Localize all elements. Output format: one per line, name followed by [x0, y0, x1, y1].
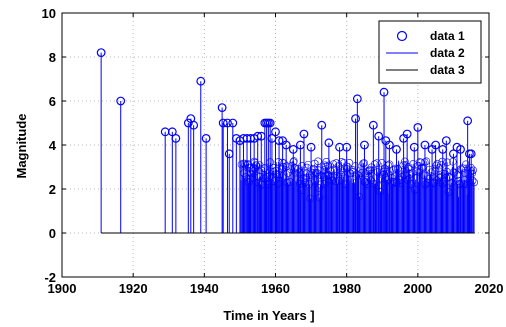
- y-tick-label: 0: [49, 226, 56, 241]
- stem-marker: [183, 118, 193, 128]
- dense-stem-marker: [443, 158, 452, 167]
- stem-marker: [288, 144, 298, 154]
- stem-marker: [299, 129, 309, 139]
- stem-marker: [420, 140, 430, 150]
- stem-marker: [171, 133, 181, 143]
- dense-stem-marker: [302, 173, 310, 182]
- dense-stem-marker: [425, 165, 433, 174]
- dense-stem-marker: [309, 168, 317, 177]
- stem-marker: [351, 114, 360, 123]
- stem-marker: [201, 133, 211, 143]
- dense-stem-marker: [427, 168, 436, 177]
- axis-ticks: 1900 1920 1940 1960 1980 2000 2020 -2 0 2 4 6 8 10: [42, 6, 504, 296]
- stem-marker: [271, 127, 280, 137]
- dense-stem-marker: [380, 164, 389, 173]
- stem-marker: [466, 149, 476, 159]
- stem-marker: [368, 120, 378, 130]
- dense-stem-marker: [274, 158, 283, 166]
- dense-stem-marker: [407, 180, 416, 188]
- y-tick-label: -2: [44, 270, 56, 285]
- stem-marker: [413, 122, 423, 132]
- dense-stem-marker: [432, 161, 441, 170]
- dense-stem-marker: [280, 159, 288, 167]
- stem-marker: [281, 140, 291, 150]
- dense-stem-marker: [418, 163, 426, 172]
- dense-stem-marker: [408, 168, 417, 177]
- y-axis-title: Magnitude: [14, 114, 29, 179]
- legend-marker-circle-icon: [396, 30, 408, 42]
- x-tick-label: 1940: [190, 281, 219, 296]
- stem-marker: [167, 127, 177, 137]
- stem-marker: [189, 120, 199, 130]
- stem-marker: [374, 131, 384, 141]
- x-tick-label: 1900: [48, 281, 77, 296]
- stem-marker: [217, 103, 227, 112]
- legend-label-data-3: data 3: [430, 63, 465, 77]
- stem-marker: [223, 118, 232, 128]
- stem-marker: [431, 140, 441, 150]
- stem-marker: [116, 96, 126, 106]
- legend-label-data-2: data 2: [430, 46, 465, 60]
- dense-stem-marker: [401, 157, 409, 166]
- stem-marker: [379, 87, 389, 97]
- dense-stem-marker: [255, 161, 264, 169]
- x-tick-label: 1960: [261, 281, 290, 296]
- stem-marker: [360, 140, 369, 150]
- dense-stem-marker: [298, 162, 306, 170]
- stem-series: [96, 48, 479, 233]
- dense-stem-marker: [450, 168, 459, 177]
- dense-stem-marker: [393, 165, 402, 173]
- stem-marker: [96, 48, 106, 57]
- dense-stem-marker: [251, 165, 260, 173]
- stem-marker: [324, 138, 334, 148]
- x-tick-label: 1920: [119, 281, 148, 296]
- y-tick-label: 4: [49, 138, 57, 153]
- dense-stem-marker: [433, 159, 442, 168]
- dense-stem-marker: [370, 160, 379, 169]
- x-tick-label: 1980: [332, 281, 361, 296]
- dense-stem-marker: [294, 165, 303, 173]
- dense-stem-marker: [343, 163, 352, 171]
- stem-marker: [384, 140, 394, 150]
- dense-stem-marker: [322, 158, 331, 166]
- y-tick-label: 8: [49, 50, 56, 65]
- stem-marker: [392, 144, 401, 154]
- stem-marker: [456, 144, 465, 154]
- y-tick-label: 2: [49, 182, 56, 197]
- stem-marker: [317, 120, 327, 130]
- dense-stem-marker: [313, 169, 321, 177]
- dense-stem-marker: [324, 161, 332, 170]
- x-axis-title: Time in Years ]: [223, 308, 314, 323]
- dense-stem-marker: [291, 163, 299, 172]
- dense-stem-marker: [448, 157, 457, 166]
- dense-stem-marker: [320, 166, 328, 174]
- x-tick-label: 2000: [403, 281, 432, 296]
- y-tick-label: 10: [42, 6, 56, 21]
- dense-stem-marker: [384, 161, 393, 170]
- legend-box: [378, 20, 482, 84]
- dense-stem-marker: [283, 169, 292, 177]
- dense-stem-marker: [345, 159, 354, 167]
- stem-marker: [196, 76, 206, 86]
- x-tick-label: 2020: [475, 281, 504, 296]
- stem-marker: [265, 118, 275, 128]
- dense-stem-marker: [241, 160, 250, 169]
- dense-stem-marker: [404, 164, 413, 173]
- y-tick-label: 6: [49, 94, 56, 109]
- legend-label-data-1: data 1: [430, 29, 465, 43]
- legend: data 1 data 2 data 3: [378, 20, 482, 84]
- stem-marker: [352, 94, 362, 104]
- stem-marker: [441, 136, 451, 146]
- stem-marker: [463, 116, 473, 126]
- stem-marker: [402, 129, 412, 139]
- stem-marker: [342, 142, 352, 152]
- stem-marker: [228, 118, 238, 128]
- dense-stem-marker: [330, 165, 339, 174]
- stem-marker: [306, 142, 316, 152]
- dense-stem-marker: [415, 158, 424, 166]
